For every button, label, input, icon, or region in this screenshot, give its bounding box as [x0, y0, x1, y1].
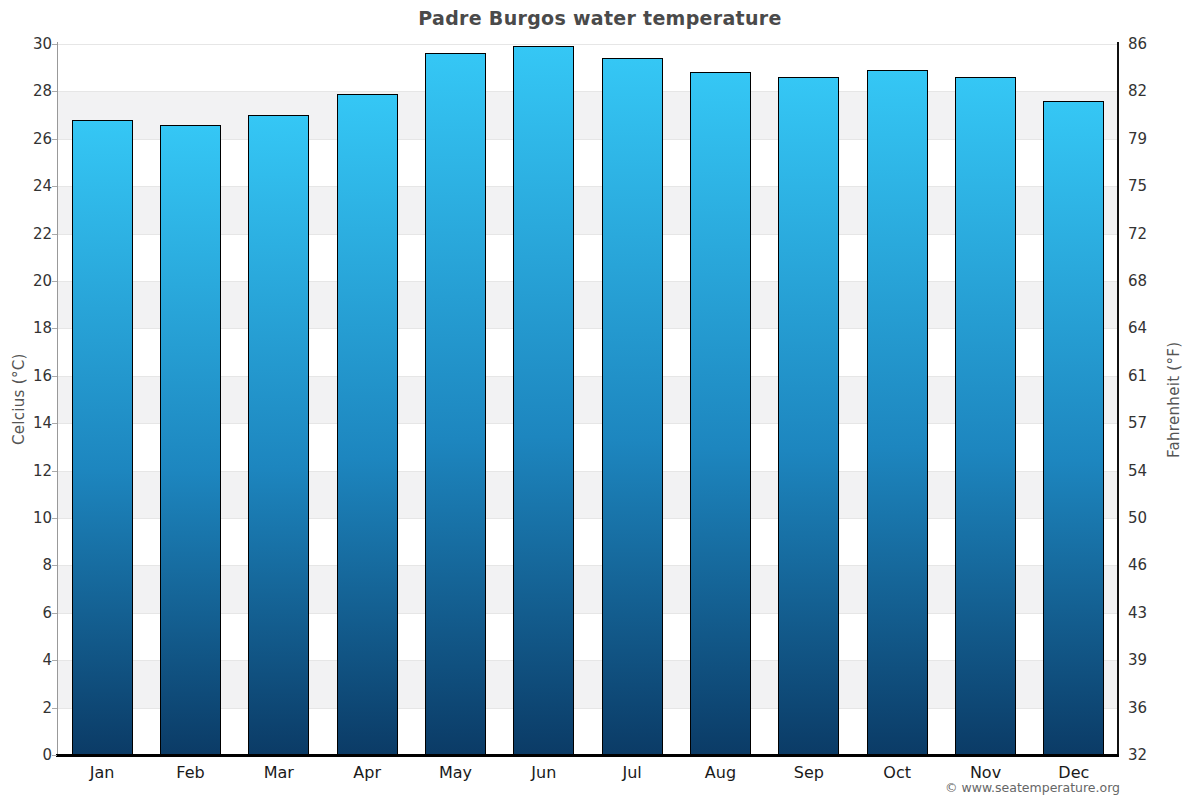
y-tick-right-54: 54 — [1128, 463, 1172, 479]
y-axis-line-right — [1117, 42, 1119, 755]
y-tick-left-22: 22 — [12, 226, 52, 242]
y-tick-right-64: 64 — [1128, 320, 1172, 336]
water-temperature-chart: Padre Burgos water temperature Celcius (… — [0, 0, 1200, 800]
copyright-credit: © www.seatemperature.org — [945, 780, 1120, 795]
y-tick-right-46: 46 — [1128, 557, 1172, 573]
y-tick-mark-left-20 — [52, 281, 57, 282]
y-tick-right-68: 68 — [1128, 273, 1172, 289]
y-tick-mark-left-10 — [52, 518, 57, 519]
bar-aug — [690, 72, 751, 755]
y-tick-right-43: 43 — [1128, 605, 1172, 621]
bar-sep — [778, 77, 839, 755]
y-tick-right-36: 36 — [1128, 700, 1172, 716]
y-tick-mark-left-18 — [52, 328, 57, 329]
y-tick-left-2: 2 — [12, 700, 52, 716]
bar-jan — [72, 120, 133, 755]
bar-oct — [867, 70, 928, 755]
x-axis-line — [56, 754, 1119, 757]
y-tick-mark-left-28 — [52, 91, 57, 92]
plot-area — [58, 44, 1118, 755]
y-tick-right-50: 50 — [1128, 510, 1172, 526]
y-tick-right-86: 86 — [1128, 36, 1172, 52]
y-tick-left-28: 28 — [12, 83, 52, 99]
y-tick-mark-left-22 — [52, 234, 57, 235]
x-axis-label-jun: Jun — [500, 763, 588, 785]
y-tick-left-24: 24 — [12, 178, 52, 194]
x-axis-label-jul: Jul — [588, 763, 676, 785]
y-tick-left-0: 0 — [12, 747, 52, 763]
bar-jun — [513, 46, 574, 755]
y-tick-right-39: 39 — [1128, 652, 1172, 668]
y-tick-mark-left-16 — [52, 376, 57, 377]
y-tick-right-82: 82 — [1128, 83, 1172, 99]
x-axis-label-aug: Aug — [676, 763, 764, 785]
y-tick-left-16: 16 — [12, 368, 52, 384]
bar-may — [425, 53, 486, 755]
y-tick-left-8: 8 — [12, 557, 52, 573]
y-tick-mark-left-2 — [52, 708, 57, 709]
y-tick-left-26: 26 — [12, 131, 52, 147]
bar-apr — [337, 94, 398, 755]
chart-title: Padre Burgos water temperature — [0, 7, 1200, 29]
x-axis-label-apr: Apr — [323, 763, 411, 785]
gridline-30c — [58, 44, 1118, 45]
bar-feb — [160, 125, 221, 755]
x-axis-label-oct: Oct — [853, 763, 941, 785]
y-tick-left-10: 10 — [12, 510, 52, 526]
y-tick-right-57: 57 — [1128, 415, 1172, 431]
y-tick-right-61: 61 — [1128, 368, 1172, 384]
y-tick-mark-left-4 — [52, 660, 57, 661]
y-axis-title-fahrenheit: Fahrenheit (°F) — [1162, 44, 1186, 755]
y-tick-mark-left-6 — [52, 613, 57, 614]
y-tick-mark-left-8 — [52, 565, 57, 566]
y-tick-mark-left-0 — [52, 755, 57, 756]
y-tick-mark-left-24 — [52, 186, 57, 187]
x-axis-label-may: May — [411, 763, 499, 785]
y-tick-right-32: 32 — [1128, 747, 1172, 763]
y-tick-left-4: 4 — [12, 652, 52, 668]
bar-mar — [248, 115, 309, 755]
x-axis-label-jan: Jan — [58, 763, 146, 785]
x-axis-label-feb: Feb — [146, 763, 234, 785]
y-tick-left-6: 6 — [12, 605, 52, 621]
y-tick-mark-left-26 — [52, 139, 57, 140]
bar-nov — [955, 77, 1016, 755]
y-tick-mark-left-30 — [52, 44, 57, 45]
bar-dec — [1043, 101, 1104, 755]
bar-jul — [602, 58, 663, 755]
x-axis-label-mar: Mar — [235, 763, 323, 785]
y-tick-left-30: 30 — [12, 36, 52, 52]
y-axis-title-celsius: Celcius (°C) — [8, 44, 30, 755]
y-tick-left-14: 14 — [12, 415, 52, 431]
y-tick-right-72: 72 — [1128, 226, 1172, 242]
y-tick-right-75: 75 — [1128, 178, 1172, 194]
y-tick-left-12: 12 — [12, 463, 52, 479]
y-tick-right-79: 79 — [1128, 131, 1172, 147]
y-axis-line-left — [57, 42, 59, 755]
x-axis-label-sep: Sep — [765, 763, 853, 785]
y-tick-left-20: 20 — [12, 273, 52, 289]
y-tick-mark-left-12 — [52, 471, 57, 472]
y-tick-mark-left-14 — [52, 423, 57, 424]
y-tick-left-18: 18 — [12, 320, 52, 336]
